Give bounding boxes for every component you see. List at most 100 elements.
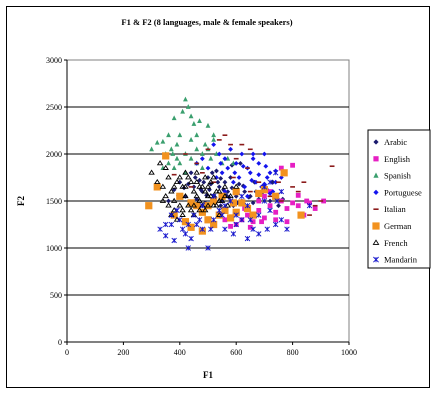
- data-point: [185, 104, 191, 109]
- data-point: [162, 221, 169, 228]
- data-point: [218, 161, 224, 166]
- data-point: [154, 178, 161, 185]
- series-german: [145, 152, 305, 235]
- data-point: [207, 193, 215, 199]
- data-point: [216, 151, 222, 157]
- data-point: [188, 186, 194, 188]
- data-point: [278, 217, 285, 223]
- data-point: [284, 219, 290, 225]
- data-point: [154, 139, 160, 145]
- data-point: [272, 192, 280, 200]
- data-point: [218, 176, 224, 181]
- data-point: [208, 226, 214, 232]
- data-point: [179, 207, 186, 213]
- data-point: [191, 121, 197, 126]
- data-point: [318, 200, 324, 202]
- data-point: [211, 181, 217, 183]
- data-point: [233, 193, 239, 199]
- data-point: [222, 217, 228, 223]
- legend-label: French: [384, 238, 408, 248]
- scatter-chart: F1 & F2 (8 languages, male & female spea…: [16, 17, 431, 380]
- data-point: [159, 183, 167, 189]
- legend-marker: [373, 208, 379, 210]
- data-point: [264, 175, 270, 180]
- chart-frame: F1 & F2 (8 languages, male & female spea…: [6, 6, 431, 388]
- data-point: [233, 157, 239, 160]
- data-point: [181, 218, 190, 226]
- data-point: [256, 161, 262, 166]
- data-point: [210, 193, 217, 200]
- data-point: [239, 193, 245, 200]
- data-point: [290, 186, 295, 188]
- data-point: [157, 226, 163, 232]
- data-point: [273, 209, 279, 215]
- data-point: [174, 141, 180, 147]
- data-point: [182, 231, 189, 237]
- legend-marker: [373, 172, 379, 178]
- data-point: [215, 179, 221, 185]
- data-point: [177, 160, 183, 166]
- data-point: [238, 199, 246, 207]
- data-point: [207, 178, 215, 185]
- y-tick-label: 1000: [46, 244, 62, 253]
- data-point: [228, 175, 233, 180]
- data-point: [162, 193, 169, 199]
- data-point: [197, 118, 202, 123]
- data-point: [202, 141, 208, 147]
- data-point: [204, 202, 212, 210]
- data-point: [171, 115, 177, 121]
- legend-marker: [372, 239, 380, 245]
- data-point: [191, 184, 197, 190]
- data-point: [262, 151, 267, 157]
- data-point: [222, 226, 228, 232]
- data-point: [216, 211, 223, 217]
- data-point: [183, 96, 188, 102]
- data-point: [232, 208, 240, 216]
- data-point: [247, 148, 253, 151]
- data-point: [188, 235, 194, 242]
- data-point: [256, 198, 262, 204]
- data-point: [216, 139, 222, 141]
- data-point: [194, 132, 200, 138]
- data-point: [183, 153, 188, 155]
- data-point: [174, 155, 180, 161]
- data-point: [255, 189, 263, 198]
- data-point: [225, 189, 231, 194]
- data-point: [267, 179, 273, 185]
- data-point: [233, 212, 239, 218]
- data-point: [219, 170, 225, 176]
- data-point: [228, 143, 233, 146]
- data-point: [204, 183, 212, 189]
- data-point: [247, 224, 253, 230]
- data-point: [210, 197, 218, 205]
- data-point: [225, 165, 231, 171]
- data-point: [165, 202, 172, 208]
- data-point: [168, 146, 174, 152]
- legend: Arabic English Spanish Portuguese Italian Ger…: [367, 129, 431, 269]
- data-point: [210, 220, 218, 229]
- data-point: [218, 203, 224, 209]
- data-point: [205, 122, 211, 128]
- data-point: [216, 188, 223, 194]
- legend-label: Mandarin: [384, 255, 418, 265]
- data-point: [165, 174, 172, 180]
- data-point: [307, 214, 312, 216]
- data-point: [243, 204, 252, 213]
- data-point: [216, 207, 222, 214]
- legend-item-arabic: Arabic: [373, 137, 407, 147]
- data-point: [239, 143, 245, 146]
- data-point: [226, 194, 232, 200]
- data-point: [196, 217, 203, 223]
- data-point: [168, 212, 175, 218]
- y-tick-label: 0: [58, 338, 62, 347]
- data-point: [240, 163, 246, 169]
- legend-label: Spanish: [384, 171, 412, 181]
- legend-marker: [373, 156, 379, 162]
- data-point: [159, 197, 167, 203]
- data-point: [276, 181, 281, 183]
- data-point: [222, 134, 228, 136]
- data-point: [213, 202, 220, 208]
- series-french: [148, 160, 240, 222]
- legend-marker: [373, 256, 379, 263]
- data-point: [194, 221, 200, 228]
